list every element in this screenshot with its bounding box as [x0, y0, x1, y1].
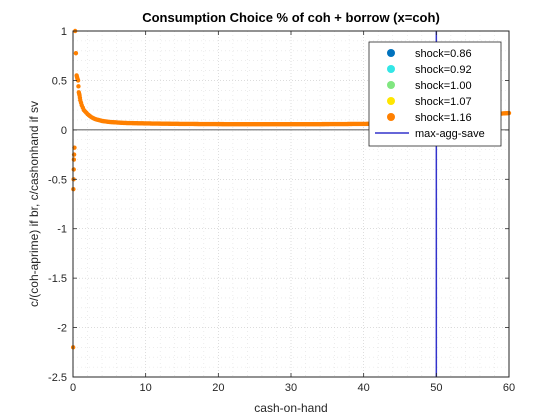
data-point: [75, 77, 80, 82]
data-point: [76, 91, 82, 96]
x-tick-label: 40: [358, 382, 370, 394]
data-point: [71, 157, 77, 162]
legend-label: shock=1.00: [415, 80, 472, 92]
legend-marker: [387, 113, 395, 121]
y-tick-label: -0.5: [48, 174, 67, 186]
x-tick-label: 0: [70, 382, 76, 394]
y-tick-label: -2.5: [48, 372, 67, 384]
data-point: [76, 84, 81, 89]
legend-label: max-agg-save: [415, 128, 485, 140]
legend-box: [368, 41, 502, 147]
y-tick-label: -2: [57, 323, 67, 335]
legend: shock=0.86 shock=0.92 shock=1.00 shock=1.07…: [368, 41, 502, 147]
y-axis-label: c/(coh-aprime) if br, c/cashonhand if sv: [27, 101, 41, 307]
x-tick-label: 10: [140, 382, 152, 394]
chart-title: Consumption Choice % of coh + borrow (x=…: [142, 10, 440, 25]
data-points: [70, 28, 512, 350]
y-tick-label: 0.5: [52, 75, 67, 87]
legend-label: shock=0.92: [415, 64, 472, 76]
x-axis-label: cash-on-hand: [254, 401, 327, 415]
data-point: [71, 167, 76, 172]
x-tick-label: 60: [503, 382, 515, 394]
y-tick-label: 0: [61, 125, 67, 137]
legend-marker: [387, 97, 395, 105]
y-tick-label: -1.5: [48, 273, 67, 285]
legend-label: shock=1.16: [415, 112, 472, 124]
x-tick-label: 30: [285, 382, 297, 394]
data-point: [77, 95, 83, 100]
legend-marker: [387, 65, 395, 73]
legend-marker: [387, 49, 395, 57]
y-tick-label: -1: [57, 224, 67, 236]
x-tick-label: 50: [430, 382, 442, 394]
data-point: [78, 100, 84, 105]
legend-label: shock=0.86: [415, 48, 472, 60]
data-point: [80, 105, 86, 110]
axis-ticks: 0 10 20 30 40 50 60 -2.5 -2 -1.5 -1 -0.5 0 0.5 1: [48, 26, 515, 394]
legend-label: shock=1.07: [415, 96, 472, 108]
x-tick-label: 20: [212, 382, 224, 394]
legend-marker: [387, 81, 395, 89]
y-tick-label: 1: [61, 26, 67, 38]
data-point: [73, 51, 79, 56]
